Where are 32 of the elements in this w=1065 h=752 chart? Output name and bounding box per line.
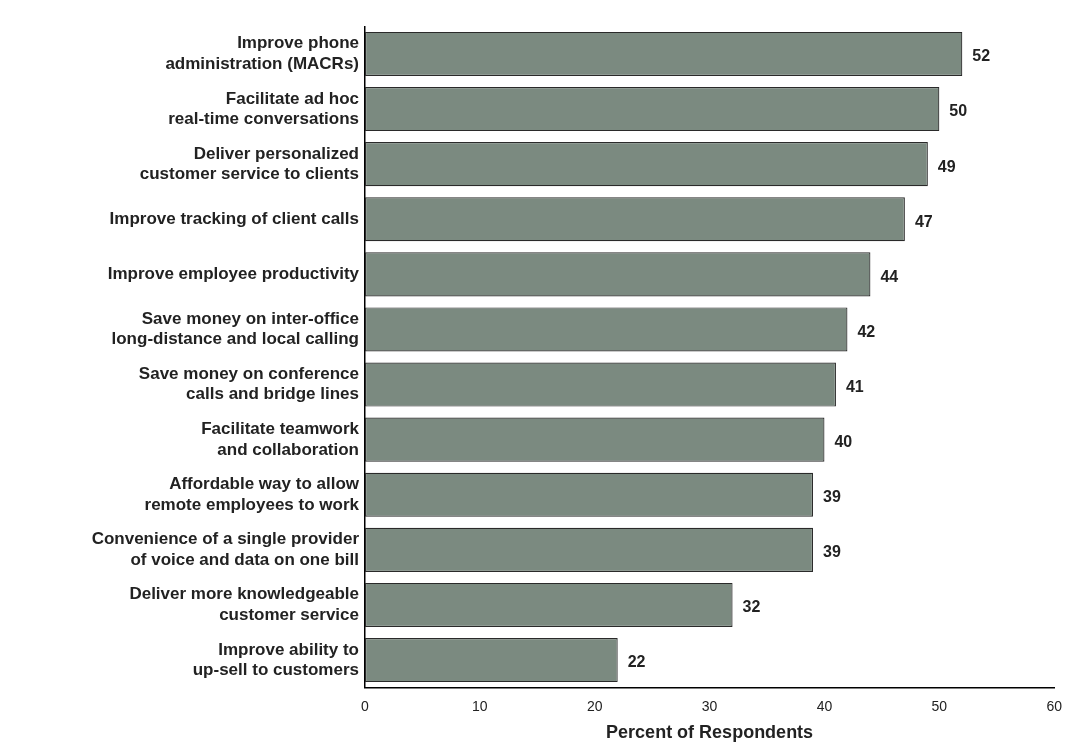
data-label: 39 bbox=[822, 488, 841, 506]
data-label: 50 bbox=[949, 102, 968, 120]
x-tick-label: 20 bbox=[586, 697, 603, 714]
y-tick-label: Improve tracking of client calls bbox=[109, 208, 359, 228]
y-tick-label: Affordable way to allow remote employees to work bbox=[144, 474, 360, 514]
y-tick-label: Improve ability to up-sell to customers bbox=[192, 639, 359, 679]
data-label: 47 bbox=[914, 212, 933, 230]
data-label: 22 bbox=[627, 653, 646, 671]
y-tick-label: Facilitate ad hoc real-time conversations bbox=[168, 88, 359, 128]
y-tick-label: Save money on conference calls and bridge lines bbox=[138, 364, 359, 404]
y-tick-label: Convenience of a single provider of voice and data on one bill bbox=[91, 529, 360, 569]
x-axis-title: Percent of Respondents bbox=[606, 722, 814, 743]
x-tick-label: 40 bbox=[816, 697, 833, 714]
x-tick-label: 60 bbox=[1046, 697, 1063, 714]
x-tick-label: 0 bbox=[361, 697, 370, 714]
y-tick-label: Save money on inter-office long-distance and local calling bbox=[111, 308, 359, 349]
y-tick-label: Improve employee productivity bbox=[107, 264, 360, 284]
y-tick-label: Improve phone administration (MACRs) bbox=[165, 33, 359, 73]
x-tick-label: 50 bbox=[931, 697, 948, 714]
data-label: 42 bbox=[857, 322, 876, 340]
y-tick-label: Deliver more knowledgeable customer service bbox=[129, 584, 359, 624]
data-label: 49 bbox=[937, 157, 956, 175]
y-tick-label: Deliver personalized customer service to clients bbox=[139, 143, 359, 184]
data-label: 40 bbox=[834, 433, 853, 451]
data-label: 32 bbox=[742, 598, 761, 616]
x-tick-label: 30 bbox=[701, 697, 718, 714]
y-tick-label: Facilitate teamwork and collaboration bbox=[201, 419, 360, 459]
data-label: 44 bbox=[880, 267, 899, 285]
data-label: 39 bbox=[822, 543, 841, 561]
data-label: 52 bbox=[972, 47, 991, 65]
data-label: 41 bbox=[845, 377, 864, 395]
x-tick-label: 10 bbox=[472, 697, 488, 714]
